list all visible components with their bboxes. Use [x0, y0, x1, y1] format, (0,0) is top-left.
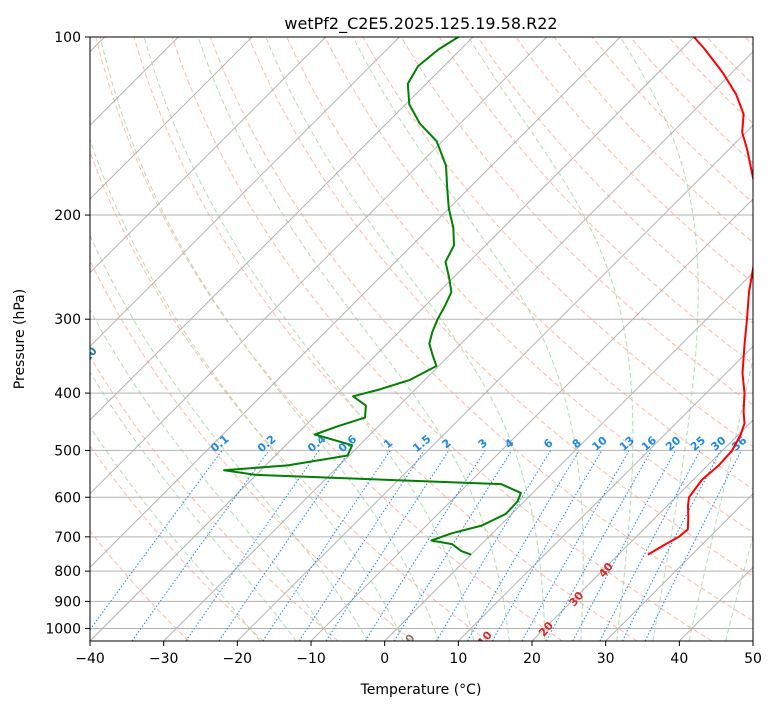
y-tick-label: 600: [54, 490, 81, 506]
dry-adiabat-label: -10: [77, 344, 100, 368]
dry-adiabat-line: [90, 530, 190, 641]
mixing-ratio-line: [325, 450, 450, 641]
mixing-ratio-line: [90, 450, 223, 631]
y-axis-label: Pressure (hPa): [12, 289, 28, 389]
isotherm-line: [90, 37, 695, 641]
isotherm-line: [90, 37, 621, 569]
moist-adiabat-line: [725, 534, 753, 641]
isotherm-line: [163, 50, 753, 641]
y-tick-label: 700: [54, 530, 81, 546]
mixing-ratio-line: [521, 450, 630, 641]
moist-adiabat-line: [468, 37, 634, 641]
isotherm-line: [90, 37, 474, 421]
plot-frame: [89, 36, 754, 642]
dry-adiabat-line: [133, 37, 638, 641]
mixing-ratio-line: [131, 450, 270, 641]
moist-adiabat-line: [265, 37, 546, 641]
dry-adiabat-line: [171, 37, 712, 641]
x-tick-label: 10: [449, 651, 467, 667]
isotherm-line: [90, 37, 253, 200]
x-tick-label: −40: [75, 651, 105, 667]
x-tick-label: 0: [380, 651, 389, 667]
x-tick-label: 30: [597, 651, 615, 667]
isotherm-line: [384, 271, 753, 641]
dry-adiabat-line: [90, 355, 339, 641]
isotherm-line: [605, 492, 753, 641]
y-tick-label: 800: [54, 564, 81, 580]
mixing-ratio-line: [572, 450, 676, 641]
dry-adiabat-line: [209, 37, 753, 622]
x-tick-label: 40: [670, 651, 688, 667]
x-tick-label: −10: [296, 651, 326, 667]
moist-adiabat-line: [90, 308, 333, 641]
moist-adiabat-line: [197, 37, 510, 641]
isotherm-line: [310, 198, 753, 641]
y-tick-label: 200: [54, 208, 81, 224]
chart-title: wetPf2_C2E5.2025.125.19.58.R22: [284, 14, 557, 34]
x-axis-label: Temperature (°C): [360, 682, 482, 698]
mixing-ratio-line: [393, 450, 513, 641]
mixing-ratio-line: [644, 450, 742, 641]
mixing-ratio-line: [218, 450, 351, 641]
y-tick-label: 100: [54, 30, 81, 46]
y-tick-label: 900: [54, 594, 81, 610]
moist-adiabat-line: [90, 234, 369, 641]
mixing-ratio-line: [545, 450, 652, 641]
mixing-ratio-line: [185, 450, 320, 641]
mixing-ratio-line: [621, 450, 722, 641]
temperature-profile-line: [647, 37, 753, 556]
y-tick-label: 500: [54, 443, 81, 459]
isotherm-line: [90, 37, 400, 348]
dry-adiabat-label: 0: [403, 631, 418, 645]
x-tick-label: 50: [744, 651, 762, 667]
x-tick-label: −30: [149, 651, 179, 667]
profile-series: [223, 37, 753, 556]
isotherm-line: [457, 345, 753, 641]
x-tick-label: −20: [223, 651, 253, 667]
dry-adiabat-line: [438, 37, 753, 365]
isotherm-line: [236, 124, 753, 641]
mixing-ratio-line: [298, 450, 425, 641]
dry-adiabat-line: [90, 444, 264, 641]
y-tick-label: 300: [54, 312, 81, 328]
isotherm-line: [90, 37, 548, 495]
dry-adiabat-line: [400, 37, 753, 406]
moist-adiabat-line: [688, 355, 753, 641]
dry-adiabat-line: [90, 150, 488, 641]
mixing-ratio-line: [262, 450, 391, 641]
moist-adiabat-line: [352, 37, 584, 641]
y-tick-label: 400: [54, 386, 81, 402]
dry-adiabat-line: [324, 37, 753, 490]
axis-ticks: −40 −30 −20 −10 0 10 20 30 40 50 100 200 300 400 500 60…: [45, 30, 762, 667]
moist-adiabat-line: [619, 37, 699, 641]
mixing-ratio-line: [364, 450, 486, 641]
isotherm-line: [531, 419, 753, 641]
background-lines: [90, 37, 753, 641]
x-tick-label: 20: [523, 651, 541, 667]
mixing-ratio-line: [435, 450, 552, 641]
moist-adiabat-line: [143, 37, 475, 641]
moist-adiabat-line: [90, 138, 404, 641]
dry-adiabat-line: [95, 37, 563, 641]
moist-adiabat-line: [99, 37, 439, 641]
mixing-ratio-line: [599, 450, 701, 641]
dewpoint-profile-line: [223, 37, 522, 556]
moist-adiabat-line: [90, 426, 261, 641]
y-tick-label: 1000: [45, 621, 81, 637]
isotherm-line: [90, 37, 327, 274]
dry-adiabat-line: [248, 37, 753, 577]
